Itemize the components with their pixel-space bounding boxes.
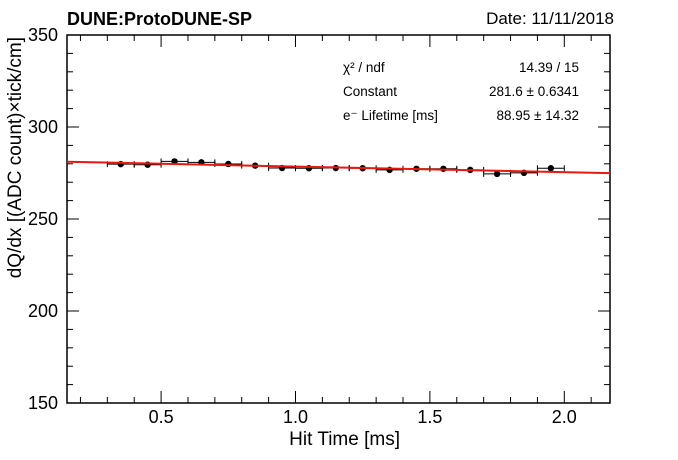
x-axis-label: Hit Time [ms] xyxy=(289,429,400,450)
stats-value: 281.6 ± 0.6341 xyxy=(489,84,579,99)
x-tick-label: 0.5 xyxy=(149,407,174,427)
y-tick-label: 200 xyxy=(28,301,58,321)
y-tick-label: 250 xyxy=(28,209,58,229)
x-tick-label: 2.0 xyxy=(552,407,577,427)
date-label: Date: 11/11/2018 xyxy=(486,9,614,28)
stats-label: χ² / ndf xyxy=(343,60,385,75)
stats-value: 88.95 ± 14.32 xyxy=(497,108,579,123)
stats-label: Constant xyxy=(343,84,397,99)
point-marker xyxy=(493,170,501,178)
point-marker xyxy=(547,165,555,172)
stats-label: e⁻ Lifetime [ms] xyxy=(343,108,438,123)
stats-value: 14.39 / 15 xyxy=(519,60,579,75)
plot-title: DUNE:ProtoDUNE-SP xyxy=(67,9,253,29)
data-point xyxy=(536,165,565,172)
x-tick-label: 1.0 xyxy=(283,407,308,427)
point-marker xyxy=(225,160,232,168)
y-axis-label: dQ/dx [(ADC count)×tick/cm] xyxy=(5,37,26,278)
y-tick-label: 350 xyxy=(28,25,58,45)
y-tick-label: 150 xyxy=(28,393,58,413)
fit-line xyxy=(66,160,611,175)
y-tick-label: 300 xyxy=(28,117,58,137)
x-tick-label: 1.5 xyxy=(417,407,442,427)
